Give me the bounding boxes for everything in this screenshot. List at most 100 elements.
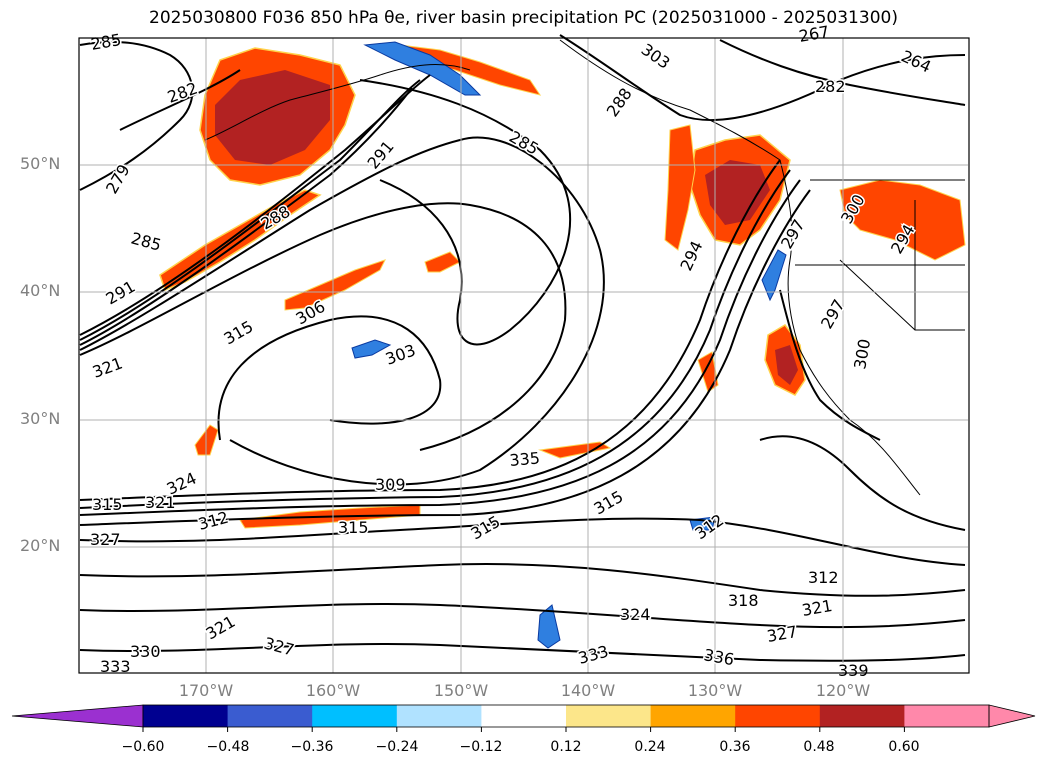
contour-label: 321 <box>145 493 176 512</box>
contour-line <box>79 136 605 486</box>
colorbar-segment <box>481 705 567 727</box>
lon-label-130w: 130°W <box>687 681 743 700</box>
lat-label-20: 20°N <box>20 536 61 555</box>
contour-label: 267 <box>797 22 830 46</box>
contour-label: 285 <box>129 229 163 255</box>
precip-spot-2 <box>697 351 719 393</box>
contour-line <box>79 159 781 501</box>
state-border-3 <box>839 259 965 331</box>
lon-label-150w: 150°W <box>433 681 489 700</box>
precip-band-front2 <box>284 259 386 311</box>
contour-line <box>79 202 567 451</box>
contour-label: 279 <box>102 161 134 197</box>
colorbar <box>11 704 1036 732</box>
contour-label: 324 <box>164 468 200 498</box>
theta-e-contours <box>79 34 966 662</box>
map-title: 2025030800 F036 850 hPa θe, river basin … <box>149 8 898 28</box>
contour-line <box>79 563 966 597</box>
contour-label: 336 <box>702 645 735 669</box>
contour-line <box>79 602 966 629</box>
coastlines <box>204 39 965 496</box>
contour-label: 315 <box>221 317 257 349</box>
colorbar-segment <box>566 705 652 727</box>
contour-line <box>779 289 881 441</box>
precip-spot-4 <box>351 339 392 359</box>
contour-label: 285 <box>89 30 122 54</box>
colorbar-tick-label: −0.24 <box>375 739 419 755</box>
colorbar-extend-low <box>11 704 144 728</box>
precip-spot-5 <box>537 604 561 649</box>
lat-label-30: 30°N <box>20 409 61 428</box>
precip-core-pnw <box>705 160 770 225</box>
contour-line <box>79 179 801 516</box>
colorbar-tick-label: 0.36 <box>719 739 751 755</box>
colorbar-segment <box>904 705 990 727</box>
map-frame <box>78 37 970 674</box>
precip-spot-3 <box>424 251 461 273</box>
contour-label: 339 <box>838 661 869 680</box>
lat-label-50: 50°N <box>20 154 61 173</box>
contour-line <box>79 41 194 191</box>
contour-label: 312 <box>808 568 839 587</box>
contour-label: 330 <box>130 642 161 661</box>
colorbar-segment <box>650 705 736 727</box>
contour-line <box>217 315 442 441</box>
contour-label: 321 <box>203 612 239 644</box>
colorbar-tick-label: −0.60 <box>121 739 165 755</box>
contour-line <box>559 34 966 122</box>
precip-california-blue <box>761 249 787 302</box>
colorbar-segment <box>143 705 229 727</box>
contour-label: 291 <box>103 277 139 309</box>
contour-line <box>79 87 413 346</box>
contour-label: 282 <box>815 77 846 96</box>
contour-label: 312 <box>196 508 230 534</box>
lon-label-160w: 160°W <box>305 681 361 700</box>
contour-label: 327 <box>765 622 798 646</box>
coast-alaska <box>204 64 471 141</box>
contour-line <box>79 74 431 336</box>
lon-label-170w: 170°W <box>178 681 234 700</box>
contour-label: 264 <box>898 46 934 76</box>
contour-line <box>719 39 966 106</box>
contour-line <box>759 435 966 531</box>
colorbar-tick-label: 0.48 <box>803 739 835 755</box>
contour-label: 300 <box>850 337 874 370</box>
contour-label: 291 <box>364 137 398 173</box>
contour-label: 333 <box>100 657 131 676</box>
precip-alaska-blue <box>363 41 482 96</box>
contour-label: 315 <box>468 512 504 544</box>
contour-label: 315 <box>591 487 627 519</box>
colorbar-tick-label: 0.24 <box>634 739 666 755</box>
contour-line <box>79 79 421 341</box>
contour-line <box>119 69 241 131</box>
contour-label: 333 <box>576 642 610 668</box>
contour-label: 321 <box>800 596 833 620</box>
contour-label: 297 <box>777 216 809 252</box>
lon-label-140w: 140°W <box>560 681 616 700</box>
contour-label: 288 <box>603 84 636 120</box>
contour-label: 282 <box>165 78 200 106</box>
contour-label: 303 <box>638 40 674 73</box>
colorbar-tick-label: −0.12 <box>459 739 503 755</box>
precip-pnw-east <box>839 179 966 261</box>
contour-line <box>79 642 966 662</box>
colorbar-tick-label: −0.48 <box>206 739 250 755</box>
contour-label: 321 <box>90 353 125 381</box>
colorbar-extend-high <box>988 704 1036 728</box>
precip-core-aleutian <box>215 70 330 165</box>
precip-california-core <box>775 345 798 385</box>
contour-label: 285 <box>506 127 542 159</box>
contour-label: 327 <box>262 634 296 660</box>
contour-line <box>79 169 791 509</box>
colorbar-tick-label: 0.60 <box>888 739 920 755</box>
precip-vertical-strip <box>664 124 696 251</box>
contour-line <box>79 517 966 566</box>
gridlines <box>80 38 968 673</box>
contour-label: 327 <box>90 530 121 549</box>
colorbar-segment <box>396 705 482 727</box>
colorbar-segment <box>312 705 398 727</box>
colorbar-segment <box>227 705 313 727</box>
lon-label-120w: 120°W <box>815 681 871 700</box>
colorbar-segment <box>735 705 821 727</box>
